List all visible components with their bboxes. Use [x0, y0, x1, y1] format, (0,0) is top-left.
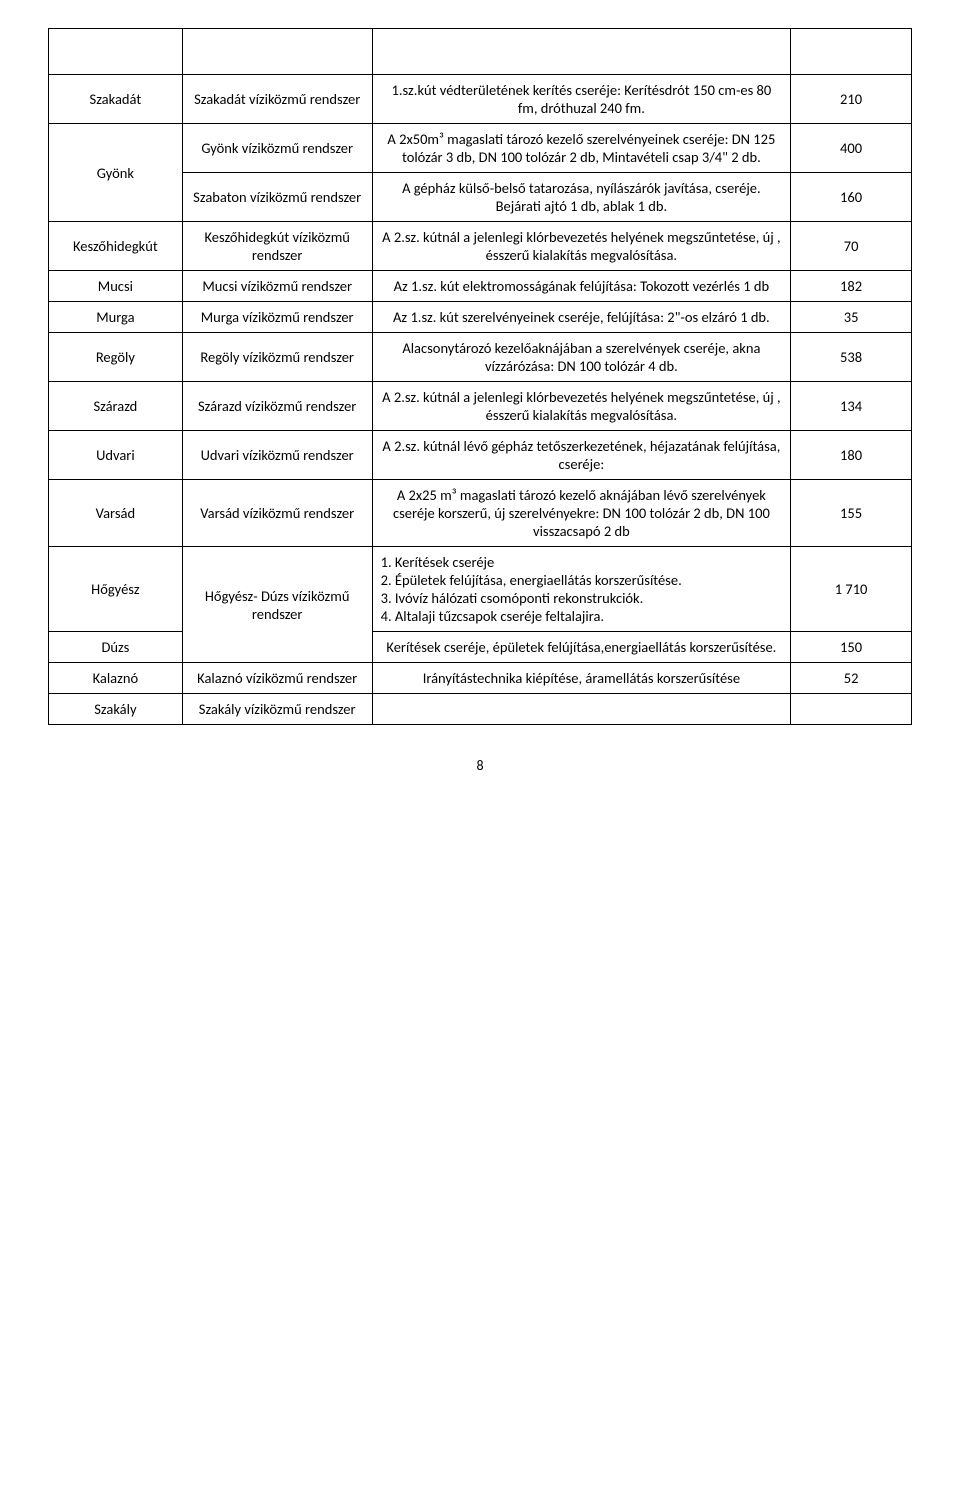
table-cell: Varsád víziközmű rendszer	[182, 480, 372, 547]
data-table: SzakadátSzakadát víziközmű rendszer1.sz.…	[48, 28, 912, 725]
table-cell: Gyönk víziközmű rendszer	[182, 124, 372, 173]
table-cell: Az 1.sz. kút szerelvényeinek cseréje, fe…	[372, 302, 791, 333]
table-cell: Gyönk	[49, 124, 183, 222]
table-cell: Irányítástechnika kiépítése, áramellátás…	[372, 663, 791, 694]
table-row: RegölyRegöly víziközmű rendszerAlacsonyt…	[49, 333, 912, 382]
table-row: MurgaMurga víziközmű rendszerAz 1.sz. kú…	[49, 302, 912, 333]
table-cell: Szakadát víziközmű rendszer	[182, 75, 372, 124]
table-cell	[182, 29, 372, 75]
table-row: HőgyészHőgyész- Dúzs víziközmű rendszer1…	[49, 547, 912, 632]
table-cell: Hőgyész	[49, 547, 183, 632]
table-cell	[372, 694, 791, 725]
table-cell: Mucsi	[49, 271, 183, 302]
table-cell: Szakály víziközmű rendszer	[182, 694, 372, 725]
table-row: SzakálySzakály víziközmű rendszer	[49, 694, 912, 725]
table-cell: 538	[791, 333, 912, 382]
table-cell: Az 1.sz. kút elektromosságának felújítás…	[372, 271, 791, 302]
table-cell: 150	[791, 632, 912, 663]
table-cell: A 2x50m³ magaslati tározó kezelő szerelv…	[372, 124, 791, 173]
table-cell: Kalaznó víziközmű rendszer	[182, 663, 372, 694]
table-cell: 155	[791, 480, 912, 547]
page-number: 8	[48, 757, 912, 774]
table-cell: Szakály	[49, 694, 183, 725]
table-cell: Alacsonytározó kezelőaknájában a szerelv…	[372, 333, 791, 382]
table-cell: Udvari	[49, 431, 183, 480]
table-cell	[791, 694, 912, 725]
table-cell: 70	[791, 222, 912, 271]
table-cell: Regöly	[49, 333, 183, 382]
table-row: GyönkGyönk víziközmű rendszerA 2x50m³ ma…	[49, 124, 912, 173]
table-cell: Szárazd víziközmű rendszer	[182, 382, 372, 431]
table-cell: Murga	[49, 302, 183, 333]
table-cell: 160	[791, 173, 912, 222]
table-cell: Regöly víziközmű rendszer	[182, 333, 372, 382]
table-cell	[49, 29, 183, 75]
table-cell: A 2.sz. kútnál a jelenlegi klórbevezetés…	[372, 222, 791, 271]
table-row: SzárazdSzárazd víziközmű rendszerA 2.sz.…	[49, 382, 912, 431]
table-row: UdvariUdvari víziközmű rendszerA 2.sz. k…	[49, 431, 912, 480]
table-cell: Hőgyész- Dúzs víziközmű rendszer	[182, 547, 372, 663]
table-row: VarsádVarsád víziközmű rendszerA 2x25 m³…	[49, 480, 912, 547]
table-cell	[791, 29, 912, 75]
table-cell: Murga víziközmű rendszer	[182, 302, 372, 333]
table-cell: 182	[791, 271, 912, 302]
table-cell: Szakadát	[49, 75, 183, 124]
table-cell: 52	[791, 663, 912, 694]
table-cell: Udvari víziközmű rendszer	[182, 431, 372, 480]
table-cell: 180	[791, 431, 912, 480]
table-cell: Szárazd	[49, 382, 183, 431]
table-cell: Varsád	[49, 480, 183, 547]
table-cell: A 2x25 m³ magaslati tározó kezelő aknájá…	[372, 480, 791, 547]
table-cell: Mucsi víziközmű rendszer	[182, 271, 372, 302]
table-cell: Keszőhidegkút víziközmű rendszer	[182, 222, 372, 271]
table-cell: A 2.sz. kútnál a jelenlegi klórbevezetés…	[372, 382, 791, 431]
table-cell: Kalaznó	[49, 663, 183, 694]
table-cell	[372, 29, 791, 75]
table-row: Dúzs Kerítések cseréje, épületek felújítá…	[49, 632, 912, 663]
table-cell: 400	[791, 124, 912, 173]
table-cell: 1 710	[791, 547, 912, 632]
table-cell: A gépház külső-belső tatarozása, nyílász…	[372, 173, 791, 222]
table-row	[49, 29, 912, 75]
table-row: KalaznóKalaznó víziközmű rendszerIrányít…	[49, 663, 912, 694]
table-cell: 35	[791, 302, 912, 333]
table-row: KeszőhidegkútKeszőhidegkút víziközmű ren…	[49, 222, 912, 271]
table-row: MucsiMucsi víziközmű rendszerAz 1.sz. kú…	[49, 271, 912, 302]
table-cell: 1. Kerítések cseréje 2. Épületek felújít…	[372, 547, 791, 632]
table-cell: 1.sz.kút védterületének kerítés cseréje:…	[372, 75, 791, 124]
table-cell: Dúzs	[49, 632, 183, 663]
table-cell: Keszőhidegkút	[49, 222, 183, 271]
table-cell: 210	[791, 75, 912, 124]
table-cell: Kerítések cseréje, épületek felújítása,e…	[372, 632, 791, 663]
table-cell: 134	[791, 382, 912, 431]
table-cell: A 2.sz. kútnál lévő gépház tetőszerkezet…	[372, 431, 791, 480]
table-cell: Szabaton víziközmű rendszer	[182, 173, 372, 222]
table-row: SzakadátSzakadát víziközmű rendszer1.sz.…	[49, 75, 912, 124]
